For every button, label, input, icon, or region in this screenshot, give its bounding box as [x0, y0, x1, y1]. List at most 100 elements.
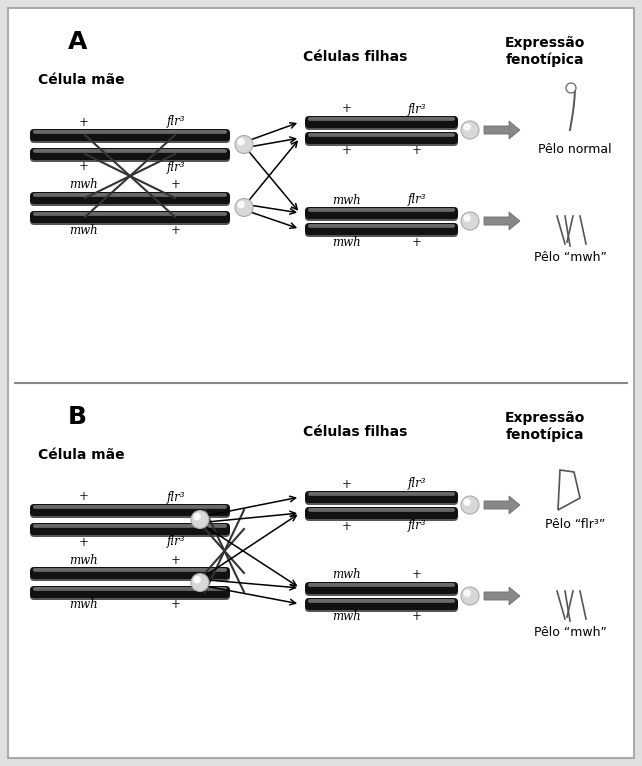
Circle shape: [464, 589, 471, 597]
FancyBboxPatch shape: [30, 148, 230, 160]
Text: flr³: flr³: [167, 116, 186, 129]
Text: Expressão
fenotípica: Expressão fenotípica: [505, 411, 586, 442]
FancyBboxPatch shape: [305, 223, 458, 235]
FancyArrow shape: [484, 121, 520, 139]
Text: mwh: mwh: [332, 194, 361, 207]
FancyBboxPatch shape: [30, 150, 230, 162]
FancyBboxPatch shape: [33, 149, 227, 153]
Text: +: +: [171, 178, 181, 192]
Circle shape: [193, 513, 201, 520]
Circle shape: [461, 212, 479, 230]
Text: Pêlo “mwh”: Pêlo “mwh”: [534, 626, 607, 639]
Text: B: B: [68, 405, 87, 429]
FancyBboxPatch shape: [305, 584, 458, 596]
Circle shape: [235, 136, 253, 153]
Text: flr³: flr³: [408, 103, 426, 116]
Circle shape: [191, 510, 209, 529]
Text: +: +: [412, 145, 422, 158]
FancyBboxPatch shape: [305, 225, 458, 237]
FancyBboxPatch shape: [305, 132, 458, 144]
Circle shape: [461, 121, 479, 139]
FancyBboxPatch shape: [8, 8, 634, 758]
FancyBboxPatch shape: [305, 118, 458, 130]
Text: mwh: mwh: [332, 611, 361, 624]
FancyBboxPatch shape: [305, 116, 458, 128]
Text: +: +: [342, 145, 351, 158]
Circle shape: [238, 201, 245, 208]
Text: Células filhas: Células filhas: [303, 50, 407, 64]
FancyBboxPatch shape: [33, 193, 227, 197]
Text: Células filhas: Células filhas: [303, 425, 407, 439]
Text: flr³: flr³: [167, 490, 186, 503]
Circle shape: [464, 499, 471, 506]
Text: Expressão
fenotípica: Expressão fenotípica: [505, 36, 586, 67]
FancyBboxPatch shape: [30, 192, 230, 204]
FancyBboxPatch shape: [30, 523, 230, 535]
Text: Célula mãe: Célula mãe: [38, 73, 125, 87]
Text: mwh: mwh: [69, 178, 98, 192]
Circle shape: [461, 587, 479, 605]
FancyBboxPatch shape: [33, 568, 227, 572]
FancyBboxPatch shape: [30, 569, 230, 581]
Text: flr³: flr³: [408, 194, 426, 207]
Text: mwh: mwh: [69, 224, 98, 237]
FancyBboxPatch shape: [33, 587, 227, 591]
Text: +: +: [171, 598, 181, 611]
Text: mwh: mwh: [69, 554, 98, 567]
Text: Pêlo normal: Pêlo normal: [538, 143, 612, 156]
Text: flr³: flr³: [167, 535, 186, 548]
Text: flr³: flr³: [408, 519, 426, 532]
Text: +: +: [171, 554, 181, 567]
FancyBboxPatch shape: [305, 491, 458, 503]
FancyBboxPatch shape: [30, 129, 230, 141]
Text: flr³: flr³: [167, 161, 186, 174]
FancyBboxPatch shape: [308, 133, 455, 137]
Text: mwh: mwh: [332, 235, 361, 248]
Text: Pêlo “mwh”: Pêlo “mwh”: [534, 251, 607, 264]
FancyBboxPatch shape: [308, 117, 455, 121]
FancyBboxPatch shape: [305, 507, 458, 519]
Circle shape: [464, 214, 471, 222]
FancyBboxPatch shape: [305, 209, 458, 221]
FancyBboxPatch shape: [305, 493, 458, 505]
Text: mwh: mwh: [69, 598, 98, 611]
FancyBboxPatch shape: [305, 134, 458, 146]
FancyBboxPatch shape: [33, 130, 227, 134]
FancyBboxPatch shape: [30, 194, 230, 206]
FancyBboxPatch shape: [30, 567, 230, 579]
FancyBboxPatch shape: [30, 506, 230, 518]
FancyBboxPatch shape: [308, 583, 455, 587]
FancyBboxPatch shape: [33, 212, 227, 216]
FancyBboxPatch shape: [33, 524, 227, 528]
Circle shape: [193, 576, 201, 584]
FancyBboxPatch shape: [308, 508, 455, 512]
Text: +: +: [79, 116, 89, 129]
FancyBboxPatch shape: [305, 598, 458, 610]
FancyArrow shape: [484, 212, 520, 230]
FancyBboxPatch shape: [33, 505, 227, 509]
Text: +: +: [342, 477, 351, 490]
FancyBboxPatch shape: [308, 224, 455, 228]
Text: A: A: [68, 30, 87, 54]
FancyBboxPatch shape: [308, 492, 455, 496]
FancyBboxPatch shape: [30, 588, 230, 600]
Text: +: +: [412, 235, 422, 248]
Text: +: +: [79, 490, 89, 503]
Text: Célula mãe: Célula mãe: [38, 448, 125, 462]
FancyBboxPatch shape: [30, 525, 230, 537]
FancyBboxPatch shape: [30, 211, 230, 223]
FancyBboxPatch shape: [308, 599, 455, 603]
FancyArrow shape: [484, 587, 520, 605]
Circle shape: [238, 138, 245, 146]
FancyBboxPatch shape: [305, 582, 458, 594]
Circle shape: [464, 123, 471, 131]
Circle shape: [235, 198, 253, 217]
Text: +: +: [342, 103, 351, 116]
FancyBboxPatch shape: [30, 131, 230, 143]
FancyBboxPatch shape: [30, 586, 230, 598]
FancyBboxPatch shape: [305, 207, 458, 219]
Text: +: +: [342, 519, 351, 532]
Text: +: +: [412, 611, 422, 624]
Text: Pêlo “flr³”: Pêlo “flr³”: [545, 518, 605, 531]
Text: +: +: [79, 161, 89, 174]
